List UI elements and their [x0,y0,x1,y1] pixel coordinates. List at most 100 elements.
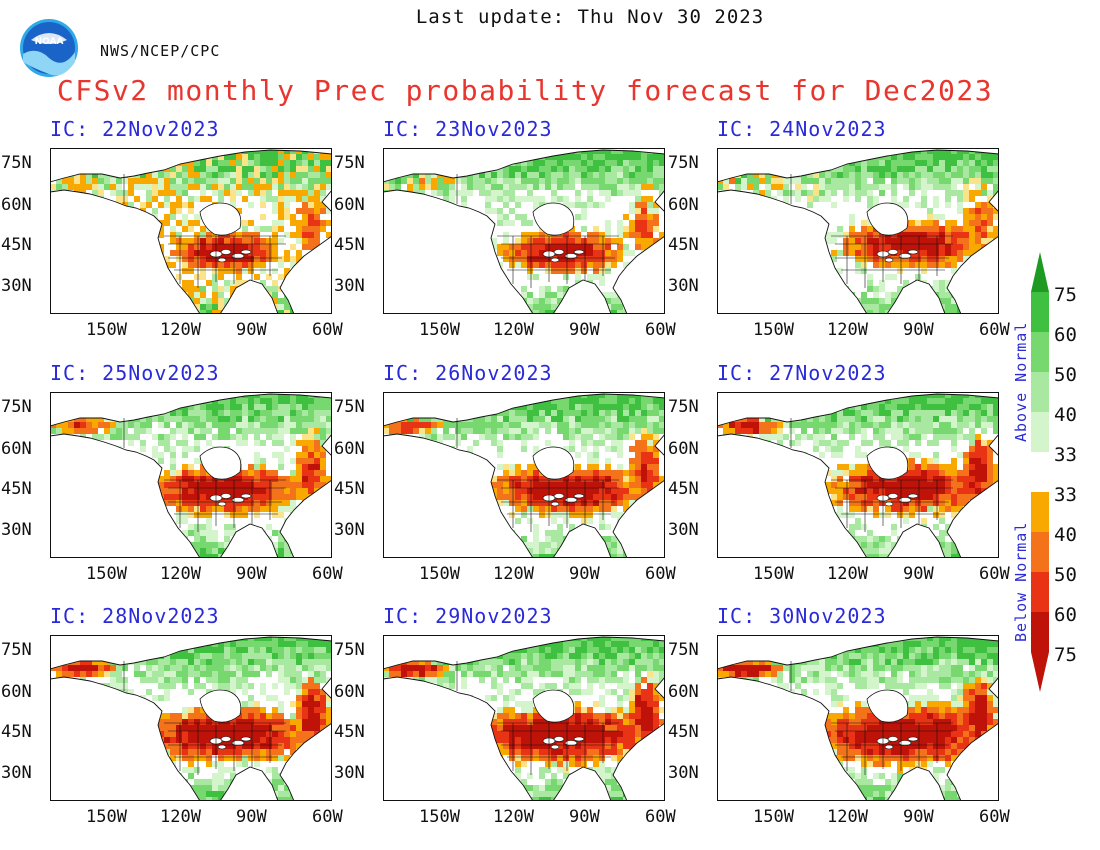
map-frame [383,148,665,314]
lon-tick-label: 120W [493,564,534,584]
great-lake [220,736,232,742]
agency-label: NWS/NCEP/CPC [100,42,221,60]
forecast-map-panel [717,635,999,801]
legend-swatch [1031,492,1049,532]
probability-map [50,392,332,558]
lon-tick-label: 90W [236,320,267,340]
political-borders [790,661,953,775]
panel-title: IC: 23Nov2023 [383,117,553,141]
great-lake [240,493,252,499]
coastline [717,393,999,558]
legend-neutral-gap [1031,452,1049,492]
lat-tick-label: 45N [667,479,700,499]
lat-tick-label: 75N [333,153,366,173]
lon-tick-label: 60W [979,320,1010,340]
lon-tick-label: 60W [312,564,343,584]
political-borders [456,174,619,288]
legend-value: 60 [1054,324,1077,346]
hudson-bay [199,689,242,723]
panel-title: IC: 25Nov2023 [50,361,220,385]
great-lake [887,736,899,742]
lat-tick-label: 75N [333,397,366,417]
probability-map [383,635,665,801]
lon-tick-label: 150W [753,320,794,340]
hudson-bay [866,202,909,236]
lat-tick-label: 60N [0,439,33,459]
lat-tick-label: 45N [333,722,366,742]
lat-tick-label: 30N [333,520,366,540]
lat-tick-label: 45N [0,235,33,255]
panel-title: IC: 27Nov2023 [717,361,887,385]
great-lake [553,249,565,255]
lon-tick-label: 120W [493,320,534,340]
lon-tick-label: 90W [236,807,267,827]
map-frame [50,635,332,801]
map-frame [717,392,999,558]
lon-tick-label: 150W [86,320,127,340]
lon-tick-label: 120W [160,320,201,340]
lat-tick-label: 45N [0,722,33,742]
lon-tick-label: 120W [827,564,868,584]
great-lake [887,249,899,255]
legend-swatch [1031,412,1049,452]
great-lake [898,740,912,746]
political-borders [123,418,286,532]
lon-tick-label: 90W [569,320,600,340]
political-borders [790,418,953,532]
hudson-bay [532,689,575,723]
legend-arrow-bottom [1031,652,1049,692]
great-lake [550,744,560,750]
lon-tick-label: 150W [419,320,460,340]
coastline [383,149,665,314]
lat-tick-label: 75N [667,640,700,660]
legend-value: 33 [1054,484,1077,506]
svg-text:NOAA: NOAA [35,37,64,47]
hudson-bay [866,689,909,723]
legend-swatch [1031,372,1049,412]
forecast-map-panel [717,148,999,314]
lon-tick-label: 60W [312,320,343,340]
lat-tick-label: 60N [333,195,366,215]
political-borders [790,174,953,288]
lon-tick-label: 120W [493,807,534,827]
legend-swatch [1031,572,1049,612]
map-frame [717,148,999,314]
lon-tick-label: 150W [86,564,127,584]
map-frame [383,635,665,801]
great-lake [573,736,585,742]
lat-tick-label: 45N [0,479,33,499]
legend-value: 40 [1054,524,1077,546]
lon-tick-label: 150W [419,807,460,827]
great-lake [240,249,252,255]
great-lake [550,501,560,507]
coastline [717,636,999,801]
great-lake [231,497,245,503]
great-lake [573,249,585,255]
legend-value: 60 [1054,604,1077,626]
lat-tick-label: 60N [333,682,366,702]
lon-tick-label: 150W [419,564,460,584]
probability-map [717,635,999,801]
lat-tick-label: 75N [667,397,700,417]
great-lake [898,497,912,503]
hudson-bay [532,202,575,236]
lat-tick-label: 30N [333,763,366,783]
great-lake [573,493,585,499]
forecast-map-panel [50,148,332,314]
lat-tick-label: 60N [667,682,700,702]
great-lake [217,744,227,750]
lon-tick-label: 90W [569,807,600,827]
great-lake [884,744,894,750]
lat-tick-label: 30N [667,520,700,540]
legend-swatch [1031,612,1049,652]
probability-map [717,392,999,558]
great-lake [550,257,560,263]
great-lake [907,493,919,499]
lon-tick-label: 90W [903,320,934,340]
lat-tick-label: 45N [667,235,700,255]
noaa-logo: NOAA [19,18,79,78]
lon-tick-label: 120W [827,807,868,827]
legend-value: 33 [1054,444,1077,466]
great-lake [907,249,919,255]
great-lake [907,736,919,742]
